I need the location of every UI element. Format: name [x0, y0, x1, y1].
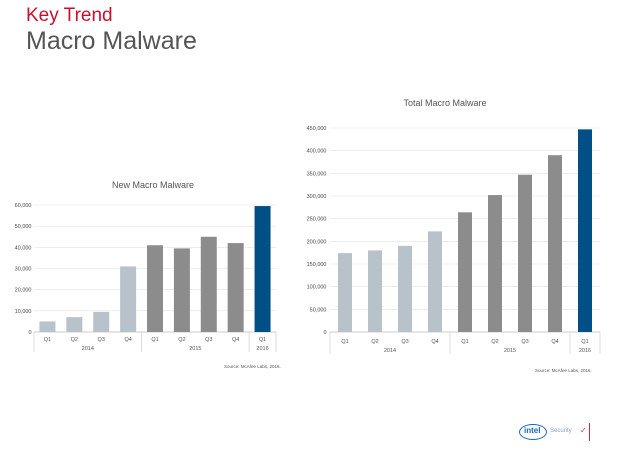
bar [548, 155, 562, 332]
intel-logo-oval [519, 424, 547, 440]
y-tick-label: 50,000 [15, 224, 32, 230]
checkmark-icon: ✓ [580, 426, 587, 435]
bar [368, 250, 382, 332]
x-tick-label: Q3 [521, 339, 528, 345]
x-tick-label: Q3 [98, 337, 105, 343]
x-tick-label: Q4 [551, 339, 558, 345]
y-tick-label: 40,000 [15, 245, 32, 251]
x-group-label: 2014 [82, 346, 94, 352]
bar [147, 245, 163, 332]
x-tick-label: Q3 [205, 337, 212, 343]
x-group-label: 2015 [504, 348, 516, 354]
bar [428, 231, 442, 332]
x-tick-label: Q2 [371, 339, 378, 345]
y-tick-label: 250,000 [307, 217, 327, 223]
chart-source-right: Source: McAfee Labs, 2016. [535, 368, 592, 373]
bar [488, 195, 502, 332]
bar [120, 266, 137, 332]
bar [518, 174, 532, 332]
x-group-label: 2015 [189, 346, 201, 352]
x-group-label: 2016 [256, 346, 268, 352]
x-tick-label: Q1 [341, 339, 348, 345]
x-tick-label: Q4 [124, 337, 131, 343]
x-group-label: 2016 [579, 348, 591, 354]
y-tick-label: 30,000 [15, 267, 32, 273]
x-tick-label: Q1 [259, 337, 266, 343]
bar [173, 248, 190, 332]
total-macro-malware-chart: Total Macro Malware 0 50,000 100,000 150,000… [307, 98, 601, 354]
y-tick-label: 450,000 [307, 126, 327, 132]
bar [578, 129, 592, 332]
y-tick-label: 150,000 [307, 262, 327, 268]
bar [200, 236, 217, 332]
bar [458, 212, 472, 332]
y-tick-label: 50,000 [310, 307, 327, 313]
logo-divider [589, 423, 590, 441]
bar [39, 321, 56, 332]
x-tick-label: Q3 [401, 339, 408, 345]
y-tick-label: 0 [28, 330, 31, 336]
y-tick-label: 300,000 [307, 194, 327, 200]
y-tick-label: 400,000 [307, 149, 327, 155]
x-tick-label: Q1 [44, 337, 51, 343]
intel-security-logo: intel Security ✓ [519, 421, 599, 445]
y-tick-label: 60,000 [15, 203, 32, 209]
intel-logo-sub: Security [550, 428, 572, 434]
slide-kicker: Key Trend [26, 5, 113, 26]
slide-title: Macro Malware [26, 27, 197, 55]
bar [254, 206, 271, 332]
bar [66, 317, 83, 332]
y-tick-label: 10,000 [15, 309, 32, 315]
x-tick-label: Q4 [232, 337, 239, 343]
chart-title: Total Macro Malware [403, 98, 486, 108]
y-tick-label: 20,000 [15, 288, 32, 294]
bar [398, 245, 412, 332]
chart-source-left: Source: McAfee Labs, 2016. [224, 364, 281, 369]
chart-title: New Macro Malware [112, 180, 194, 190]
x-tick-label: Q4 [431, 339, 438, 345]
x-tick-label: Q2 [491, 339, 498, 345]
y-tick-label: 100,000 [307, 285, 327, 291]
y-tick-label: 200,000 [307, 239, 327, 245]
y-tick-label: 350,000 [307, 171, 327, 177]
x-group-label: 2014 [384, 348, 396, 354]
x-tick-label: Q2 [71, 337, 78, 343]
bar [93, 311, 110, 332]
x-tick-label: Q1 [461, 339, 468, 345]
y-tick-label: 0 [323, 330, 326, 336]
x-tick-label: Q1 [151, 337, 158, 343]
bar [338, 253, 352, 332]
intel-logo-word: intel [524, 426, 541, 435]
new-macro-malware-chart: New Macro Malware 0 10,000 20,000 30,000 40,0… [15, 180, 277, 352]
x-tick-label: Q1 [581, 339, 588, 345]
bar [227, 243, 244, 332]
x-tick-label: Q2 [178, 337, 185, 343]
